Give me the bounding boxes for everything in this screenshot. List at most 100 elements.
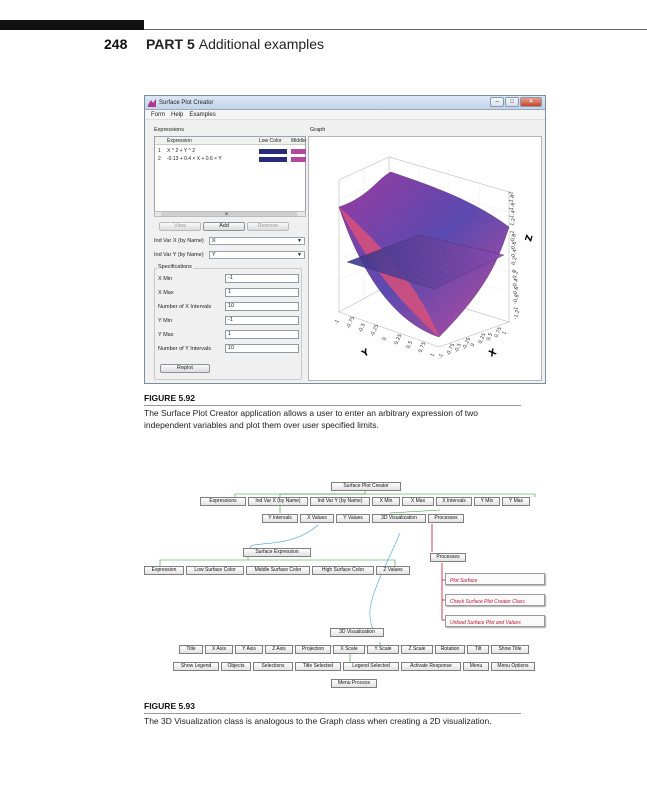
node-z-scale[interactable]: Z Scale <box>401 645 433 654</box>
node-high-surface-color[interactable]: High Surface Color <box>312 566 374 575</box>
view-button[interactable]: View <box>159 222 201 231</box>
node-x-values[interactable]: X Values <box>300 514 334 523</box>
node-y-axis[interactable]: Y Axis <box>235 645 263 654</box>
window-titlebar[interactable]: Surface Plot Creator – □ × <box>145 96 545 110</box>
z-tick-label: 1.6 <box>509 202 517 211</box>
y-tick-label: -1 <box>333 319 341 326</box>
ind-var-y-select[interactable]: Y ▼ <box>209 251 305 259</box>
row-1-low-color[interactable] <box>259 149 287 154</box>
node-x-min[interactable]: X Min <box>372 497 400 506</box>
node-low-surface-color[interactable]: Low Surface Color <box>186 566 244 575</box>
x-tick-label: 0.75 <box>493 326 503 339</box>
node-title-selected[interactable]: Title Selected <box>295 662 341 671</box>
y-tick-label: -0.75 <box>345 316 356 330</box>
minimize-button[interactable]: – <box>490 97 504 107</box>
node-menu-process[interactable]: Menu Process <box>331 679 377 688</box>
y-tick-label: 0 <box>381 336 388 341</box>
plane-surface <box>346 234 505 290</box>
node-surface-plot-creator[interactable]: Surface Plot Creator <box>331 482 401 491</box>
part-label: PART 5 <box>146 36 195 52</box>
ind-var-x-select[interactable]: X ▼ <box>209 237 305 245</box>
node-z-axis[interactable]: Z Axis <box>265 645 293 654</box>
node-menu-options[interactable]: Menu Options <box>491 662 535 671</box>
node-rotation[interactable]: Rotation <box>435 645 465 654</box>
y-tick-label: 0.25 <box>393 333 403 346</box>
header-bar <box>0 20 144 30</box>
y-tick-label: -0.5 <box>357 322 367 333</box>
expressions-label: Expressions <box>154 127 184 133</box>
node-objects[interactable]: Objects <box>221 662 251 671</box>
z-tick-label: -0.4 <box>512 278 520 289</box>
surface-plot-creator-window: Surface Plot Creator – □ × Form Help Exa… <box>144 95 546 384</box>
x-max-field[interactable]: 1 <box>225 288 299 297</box>
menu-form[interactable]: Form <box>151 112 165 118</box>
close-button[interactable]: × <box>520 97 542 107</box>
z-tick-label: -0.6 <box>512 286 520 297</box>
node-y-scale[interactable]: Y Scale <box>367 645 399 654</box>
node-ind-var-x[interactable]: Ind Var X (by Name) <box>248 497 308 506</box>
node-3d-visualization[interactable]: 3D Visualization <box>330 628 384 637</box>
node-legend-selected[interactable]: Legend Selected <box>343 662 399 671</box>
col-low-color: Low Color <box>259 138 282 144</box>
maximize-button[interactable]: □ <box>505 97 519 107</box>
x-intervals-field[interactable]: 10 <box>225 302 299 311</box>
row-1-expression[interactable]: X ^ 2 + Y ^ 2 <box>167 148 195 154</box>
node-y-max[interactable]: Y Max <box>502 497 530 506</box>
y-intervals-field[interactable]: 10 <box>225 344 299 353</box>
x-tick-label: -0.25 <box>461 337 472 351</box>
node-x-scale[interactable]: X Scale <box>333 645 365 654</box>
node-middle-surface-color[interactable]: Middle Surface Color <box>246 566 310 575</box>
node-expressions[interactable]: Expressions <box>200 497 246 506</box>
node-title[interactable]: Title <box>179 645 203 654</box>
node-x-max[interactable]: X Max <box>402 497 434 506</box>
node-z-values[interactable]: Z Values <box>376 566 410 575</box>
z-axis-ticks: 21.81.61.41.210.80.60.40.20-0.2-0.4-0.6-… <box>508 191 521 320</box>
menu-examples[interactable]: Examples <box>189 112 216 118</box>
node-y-intervals[interactable]: Y Intervals <box>262 514 298 523</box>
process-plot-surface[interactable]: Plot Surface <box>445 573 545 585</box>
node-x-intervals[interactable]: X Intervals <box>436 497 472 506</box>
node-selections[interactable]: Selections <box>253 662 293 671</box>
row-1-middle-color[interactable] <box>291 149 306 154</box>
x-max-label: X Max <box>158 290 174 296</box>
table-scrollbar[interactable]: III <box>154 211 306 217</box>
node-3d-visualization-small[interactable]: 3D Visualization <box>372 514 426 523</box>
process-check-class-label: Check Surface Plot Creator Class <box>450 599 525 605</box>
add-button[interactable]: Add <box>203 222 245 231</box>
node-processes-2[interactable]: Processes <box>430 553 466 562</box>
process-unload-label: Unload Surface Plot and Values <box>450 620 521 626</box>
node-projection[interactable]: Projection <box>295 645 331 654</box>
row-2-expression[interactable]: -0.13 + 0.4 × X + 0.6 × Y <box>167 156 222 162</box>
node-y-min[interactable]: Y Min <box>474 497 500 506</box>
process-check-class[interactable]: Check Surface Plot Creator Class <box>445 594 545 606</box>
scroll-thumb[interactable] <box>161 212 297 216</box>
figure-5-93-rule <box>144 713 521 714</box>
x-tick-label: -1 <box>437 353 445 360</box>
ind-var-y-value: Y <box>212 252 216 258</box>
scroll-grip: III <box>225 211 229 216</box>
menu-help[interactable]: Help <box>171 112 184 118</box>
process-unload[interactable]: Unload Surface Plot and Values <box>445 615 545 627</box>
node-expression[interactable]: Expression <box>144 566 184 575</box>
node-x-axis[interactable]: X Axis <box>205 645 233 654</box>
row-2-low-color[interactable] <box>259 157 287 162</box>
row-2-middle-color[interactable] <box>291 157 306 162</box>
replot-button[interactable]: Replot <box>160 364 210 373</box>
node-show-legend[interactable]: Show Legend <box>173 662 219 671</box>
node-tilt[interactable]: Tilt <box>467 645 489 654</box>
node-menu[interactable]: Menu <box>463 662 489 671</box>
y-min-field[interactable]: -1 <box>225 316 299 325</box>
y-max-field[interactable]: 1 <box>225 330 299 339</box>
remove-button[interactable]: Remove <box>247 222 289 231</box>
figure-5-92-rule <box>144 405 521 406</box>
node-processes[interactable]: Processes <box>428 514 464 523</box>
z-tick-label: -0.2 <box>511 270 519 281</box>
node-activate-response[interactable]: Activate Response <box>401 662 461 671</box>
node-show-title[interactable]: Show Title <box>491 645 529 654</box>
node-surface-expression[interactable]: Surface Expression <box>243 548 311 557</box>
x-min-field[interactable]: -1 <box>225 274 299 283</box>
node-y-values[interactable]: Y Values <box>336 514 370 523</box>
node-ind-var-y[interactable]: Ind Var Y (by Name) <box>310 497 370 506</box>
ind-var-x-value: X <box>212 238 216 244</box>
